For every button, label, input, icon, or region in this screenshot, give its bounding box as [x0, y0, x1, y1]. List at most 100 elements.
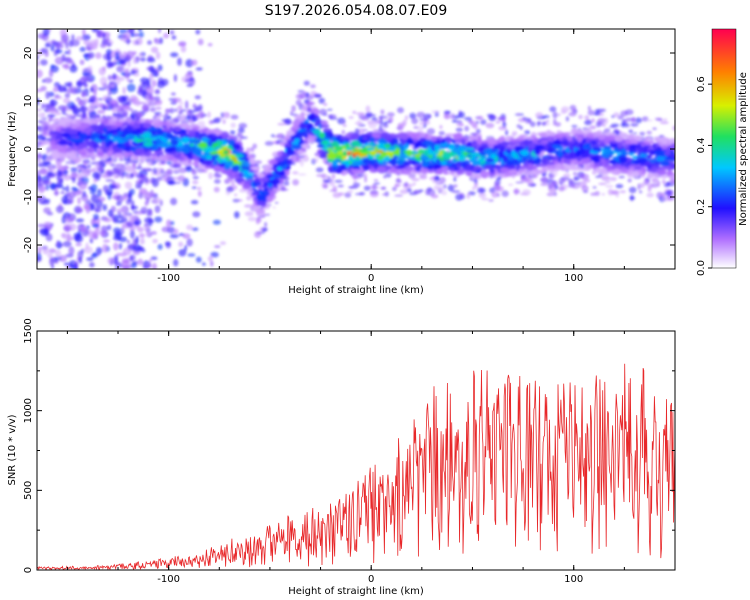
spectrogram-cell	[234, 211, 240, 219]
spectrogram-cell	[270, 178, 281, 185]
spectrogram-cell	[439, 177, 446, 184]
spectrogram-cell	[231, 179, 236, 186]
spectrogram-cell	[190, 200, 199, 205]
spectrogram-cell	[60, 170, 69, 174]
spectrogram-cell	[122, 33, 131, 40]
spectrogram-cell	[55, 205, 64, 214]
spectrogram-cell	[50, 144, 58, 150]
spectrogram-cell	[592, 169, 597, 175]
spectrogram-cell	[101, 82, 107, 88]
spectrogram-cell	[90, 119, 101, 124]
spectrogram-cell	[266, 174, 274, 179]
figure-title: S197.2026.054.08.07.E09	[265, 3, 448, 19]
spectrogram-cell	[561, 139, 569, 146]
spectrogram-cell	[146, 57, 156, 63]
spectrogram-cell	[72, 188, 79, 192]
spectrogram-cell	[138, 52, 143, 57]
spectrogram-image	[37, 29, 675, 269]
spectrogram-cell	[81, 34, 91, 41]
spectrogram-cell	[453, 115, 460, 119]
spectrogram-cell	[159, 114, 165, 117]
spectrogram-cell	[455, 132, 463, 140]
spectrogram-cell	[558, 186, 565, 192]
spectrogram-cell	[58, 170, 63, 177]
spectrogram-cell	[422, 125, 426, 129]
spectrogram-cell	[451, 113, 455, 120]
spectrogram-cell	[94, 163, 100, 169]
spectrogram-cell	[272, 206, 277, 209]
spectrogram-cell	[63, 39, 68, 46]
spectrogram-cell	[351, 160, 362, 168]
spectrogram-cell	[78, 102, 85, 106]
spectrogram-cell	[292, 120, 301, 127]
spectrogram-cell	[169, 233, 179, 239]
spectrogram-cell	[78, 257, 83, 264]
spectrogram-cell	[174, 108, 178, 112]
spectrogram-cell	[541, 176, 549, 184]
spectrogram-cell	[51, 131, 62, 135]
spectrogram-cell	[115, 79, 121, 85]
spectrogram-cell	[535, 169, 543, 175]
spectrogram-cell	[102, 243, 109, 253]
spectrogram-cell	[154, 96, 161, 102]
spectrogram-cell	[546, 120, 550, 123]
spectrogram-cell	[96, 109, 106, 114]
spectrogram-cell	[137, 258, 144, 266]
spectrogram-cell	[195, 67, 203, 71]
spectrogram-cell	[168, 98, 175, 101]
spectrogram-cell	[563, 160, 572, 165]
spectrogram-cell	[292, 155, 297, 163]
spectrogram-cell	[575, 151, 581, 158]
spectrogram-cell	[365, 147, 376, 152]
spectrogram-cell	[49, 107, 57, 114]
spectrogram-cell	[167, 115, 172, 121]
spectrogram-cell	[180, 124, 188, 128]
spectrogram-cell	[579, 142, 584, 148]
spectrogram-cell	[407, 160, 417, 165]
spectrogram-cell	[656, 180, 661, 187]
spectrogram-cell	[91, 114, 100, 118]
spectrogram-cell	[427, 164, 434, 170]
spectrogram-cell	[67, 196, 74, 205]
spectrogram-cell	[202, 168, 208, 173]
spectrogram-cell	[94, 172, 102, 179]
spectrogram-cell	[147, 40, 152, 45]
spectrogram-cell	[628, 129, 634, 134]
spectrogram-cell	[130, 205, 138, 210]
spectrogram-cell	[365, 105, 371, 113]
spectrogram-cell	[601, 193, 606, 196]
spectrogram-cell	[369, 136, 375, 143]
spectrogram-cell	[432, 180, 439, 184]
spectrogram-cell	[554, 163, 563, 170]
spectrogram-cell	[433, 164, 442, 170]
spectrogram-cell	[444, 136, 453, 143]
spectrogram-cell	[67, 135, 72, 140]
spectrogram-cell	[109, 185, 119, 189]
spectrogram-cell	[406, 188, 412, 193]
spectrogram-cell	[668, 138, 675, 143]
spectrogram-cell	[430, 135, 438, 142]
spectrogram-cell	[152, 262, 157, 269]
spectrogram-cell	[297, 150, 304, 155]
spectrogram-cell	[74, 262, 78, 269]
spectrogram-cell	[598, 135, 605, 140]
spectrogram-cell	[83, 165, 88, 170]
spectrogram-cell	[490, 153, 496, 160]
spectrogram-cell	[413, 190, 419, 194]
spectrogram-cell	[411, 132, 421, 140]
spectrogram-cell	[487, 138, 498, 145]
spectrogram-cell	[128, 79, 134, 83]
spectrogram-cell	[134, 166, 143, 170]
spectrogram-cell	[583, 178, 591, 183]
spectrogram-cell	[477, 115, 484, 120]
spectrogram-cell	[438, 131, 445, 136]
spectrogram-cell	[397, 122, 406, 128]
spectrogram-cell	[150, 144, 159, 151]
spectrogram-cell	[549, 173, 555, 179]
spectrogram-cell	[121, 129, 132, 136]
spectrogram-cell	[592, 186, 597, 189]
spectrogram-cell	[603, 128, 611, 133]
spectrogram-cell	[618, 167, 629, 171]
spectrogram-cell	[79, 46, 86, 52]
spectrogram-cell	[479, 188, 484, 194]
